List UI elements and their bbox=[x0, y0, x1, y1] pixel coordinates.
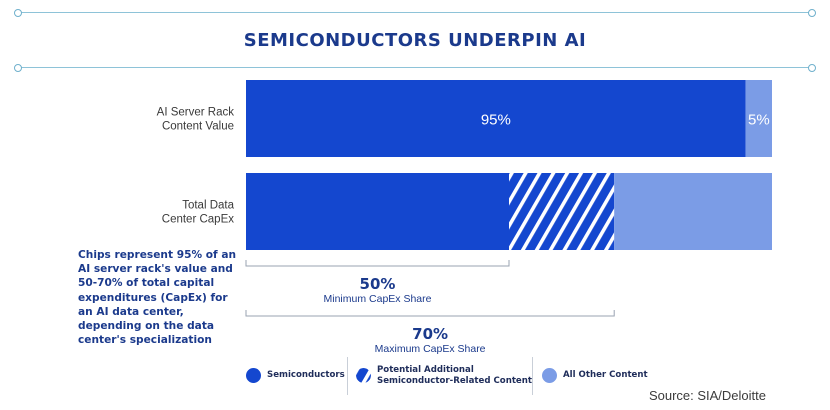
category-label: Total Data Center CapEx bbox=[162, 200, 235, 226]
light-circle-icon bbox=[542, 368, 557, 383]
rule-end-dot bbox=[808, 63, 816, 72]
rule-end-dot bbox=[14, 8, 22, 17]
bracket-value: 50% bbox=[360, 275, 396, 293]
legend-item-potential: Potential Additional Semiconductor-Relat… bbox=[356, 365, 532, 386]
data-label: 5% bbox=[748, 112, 770, 129]
bracket-value: 70% bbox=[412, 325, 448, 343]
data-label: 95% bbox=[481, 112, 511, 129]
rule-end-dot bbox=[808, 8, 816, 17]
chart-annotation: Chips represent 95% of an AI server rack… bbox=[78, 249, 237, 347]
bracket-label: Minimum CapEx Share bbox=[324, 293, 432, 305]
category-label: AI Server Rack Content Value bbox=[157, 107, 235, 133]
legend-divider bbox=[532, 357, 533, 395]
bar-segment bbox=[614, 173, 772, 250]
legend-divider bbox=[347, 357, 348, 395]
bracket-line bbox=[245, 260, 510, 267]
filled-circle-icon bbox=[246, 368, 261, 383]
source-note: Source: SIA/Deloitte bbox=[648, 388, 766, 403]
legend-label: Semiconductors bbox=[267, 370, 345, 381]
bracket-line bbox=[245, 310, 615, 317]
bar-segment bbox=[509, 173, 615, 250]
top-rule bbox=[14, 8, 816, 17]
rule-end-dot bbox=[14, 63, 22, 72]
bar-segment bbox=[246, 173, 509, 250]
legend-label: All Other Content bbox=[563, 370, 648, 381]
title-rule bbox=[14, 63, 816, 72]
legend-item-other: All Other Content bbox=[542, 368, 648, 383]
chart-title: SEMICONDUCTORS UNDERPIN AI bbox=[243, 30, 587, 51]
bar-segment bbox=[246, 80, 746, 157]
bracket-label: Maximum CapEx Share bbox=[375, 343, 486, 355]
legend-item-semiconductors: Semiconductors bbox=[246, 368, 345, 383]
legend-label: Potential Additional Semiconductor-Relat… bbox=[377, 365, 532, 386]
bar-segment bbox=[745, 80, 772, 157]
striped-circle-icon bbox=[356, 368, 371, 383]
